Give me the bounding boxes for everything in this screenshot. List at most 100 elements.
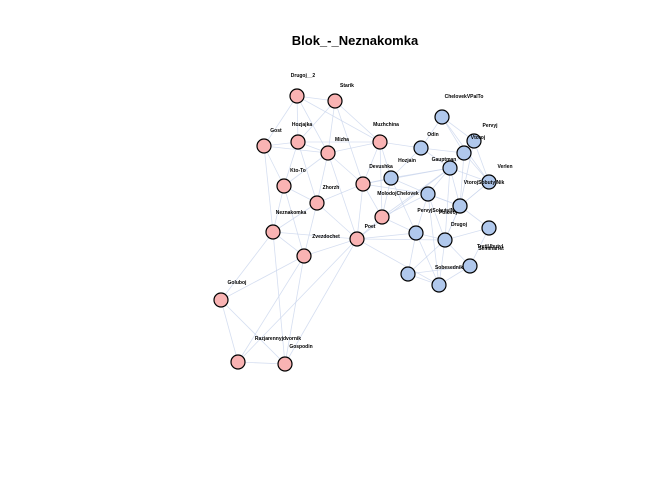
- node-label-poet: Poet: [365, 224, 376, 230]
- edge-kto_to-neznakomka: [272, 185, 285, 233]
- node-kto_to[interactable]: [276, 178, 292, 194]
- node-label-chelovekvpalto: ChelovekVPalTo: [445, 94, 484, 100]
- edge-pervyj-polovoj: [459, 140, 475, 207]
- edge-gauptman-drugoj: [444, 167, 451, 241]
- node-zvezdochet[interactable]: [296, 248, 312, 264]
- node-label-gauptman: Gauptman: [432, 157, 457, 163]
- edge-starik-hozjajka: [297, 100, 336, 143]
- node-seminarist[interactable]: [481, 220, 497, 236]
- edge-pervyjsobutylnik-drugoj: [427, 193, 446, 241]
- edge-kto_to-zvezdochet: [283, 185, 305, 257]
- node-mizha[interactable]: [320, 145, 336, 161]
- edge-goluboj-gospodin: [220, 299, 286, 365]
- node-label-hozjajka: Hozjajka: [292, 122, 313, 128]
- edge-poet-drugoj: [356, 238, 446, 241]
- node-label-razjarennyjdvornik: Razjarennyjdvornik: [255, 336, 301, 342]
- node-pervyjsobutylnik[interactable]: [420, 186, 436, 202]
- node-label-odin: Odin: [427, 132, 438, 138]
- edge-zvezdochet-goluboj: [220, 255, 305, 301]
- node-label-vtoroj: Vtoroj: [471, 135, 486, 141]
- node-label-neznakomka: Neznakomka: [276, 210, 307, 216]
- edge-starik-muzhchina: [334, 100, 381, 143]
- edge-neznakomka-gospodin: [272, 231, 286, 365]
- node-label-drugoj_2: Drugoj__2: [291, 73, 316, 79]
- node-goluboj[interactable]: [213, 292, 229, 308]
- node-vtoroj[interactable]: [456, 145, 472, 161]
- edge-zhorzh-devushka: [316, 183, 364, 204]
- node-label-kto_to: Kto-To: [290, 168, 306, 174]
- node-label-verlen: Verlen: [497, 164, 512, 170]
- edge-hozjain-gauptman: [390, 167, 451, 179]
- edge-hozjain-b_extra1: [390, 177, 417, 234]
- edges-layer: [220, 95, 490, 365]
- node-hozjain[interactable]: [383, 170, 399, 186]
- edge-gost-mizha: [263, 145, 329, 154]
- node-label-seminarist: Seminarist: [478, 246, 504, 252]
- edge-mizha-devushka: [327, 152, 364, 185]
- edge-goluboj-razjarennyjdvornik: [220, 299, 239, 363]
- node-tretjibutyl[interactable]: [462, 258, 478, 274]
- node-label-pervyj: Pervyj: [482, 123, 498, 129]
- node-drugoj_2[interactable]: [289, 88, 305, 104]
- node-chelovekvpalto[interactable]: [434, 109, 450, 125]
- graph-title: Blok_-_Neznakomka: [292, 33, 419, 48]
- node-b_extra2[interactable]: [400, 266, 416, 282]
- node-drugoj[interactable]: [437, 232, 453, 248]
- edge-poet-b_extra1: [356, 232, 417, 240]
- edge-hozjajka-zhorzh: [297, 141, 318, 204]
- node-label-muzhchina: Muzhchina: [373, 122, 399, 128]
- node-molodojchelovek[interactable]: [374, 209, 390, 225]
- edge-neznakomka-goluboj: [220, 231, 274, 301]
- node-label-drugoj: Drugoj: [451, 222, 468, 228]
- edge-zhorzh-poet: [316, 202, 358, 240]
- node-starik[interactable]: [327, 93, 343, 109]
- edge-zhorzh-zvezdochet: [303, 202, 318, 257]
- node-label-zvezdochet: Zvezdochet: [312, 234, 340, 240]
- edge-poet-razjarennyjdvornik: [237, 238, 358, 363]
- node-label-gospodin: Gospodin: [289, 344, 312, 350]
- node-label-sobesednik: Sobesednik: [435, 265, 463, 271]
- node-label-hozjain: Hozjain: [398, 158, 416, 164]
- edge-muzhchina-molodojchelovek: [379, 141, 383, 218]
- edge-drugoj_2-hozjajka: [296, 95, 299, 143]
- node-sobesednik[interactable]: [431, 277, 447, 293]
- edge-razjarennyjdvornik-gospodin: [237, 361, 286, 365]
- node-vtorojsobutylnik[interactable]: [452, 198, 468, 214]
- node-label-devushka: Devushka: [369, 164, 393, 170]
- node-label-starik: Starik: [340, 83, 354, 89]
- edge-zhorzh-neznakomka: [272, 202, 318, 233]
- edge-molodojchelovek-gauptman: [381, 167, 451, 218]
- node-label-zhorzh: Zhorzh: [323, 185, 340, 191]
- edge-neznakomka-poet: [272, 231, 358, 240]
- node-poet[interactable]: [349, 231, 365, 247]
- edge-drugoj-seminarist: [444, 227, 490, 241]
- node-hozjajka[interactable]: [290, 134, 306, 150]
- node-verlen[interactable]: [481, 174, 497, 190]
- node-label-gost: Gost: [270, 128, 282, 134]
- edge-poet-gospodin: [284, 238, 358, 365]
- node-gauptman[interactable]: [442, 160, 458, 176]
- edge-zvezdochet-poet: [303, 238, 358, 257]
- edge-b_extra1-sobesednik: [415, 232, 440, 286]
- node-b_extra1[interactable]: [408, 225, 424, 241]
- edge-mizha-poet: [327, 152, 358, 240]
- edge-mizha-zhorzh: [316, 152, 329, 204]
- node-zhorzh[interactable]: [309, 195, 325, 211]
- node-odin[interactable]: [413, 140, 429, 156]
- edge-drugoj_2-mizha: [296, 95, 329, 154]
- node-label-mizha: Mizha: [335, 137, 349, 143]
- node-pervyj[interactable]: [466, 133, 482, 149]
- node-label-molodojchelovek: MolodojChelovek: [377, 191, 419, 197]
- node-gospodin[interactable]: [277, 356, 293, 372]
- edge-mizha-muzhchina: [327, 141, 381, 154]
- node-gost[interactable]: [256, 138, 272, 154]
- node-devushka[interactable]: [355, 176, 371, 192]
- edge-drugoj_2-gost: [263, 95, 298, 147]
- node-muzhchina[interactable]: [372, 134, 388, 150]
- edge-drugoj_2-muzhchina: [296, 95, 381, 143]
- edge-starik-mizha: [327, 100, 336, 154]
- node-razjarennyjdvornik[interactable]: [230, 354, 246, 370]
- node-neznakomka[interactable]: [265, 224, 281, 240]
